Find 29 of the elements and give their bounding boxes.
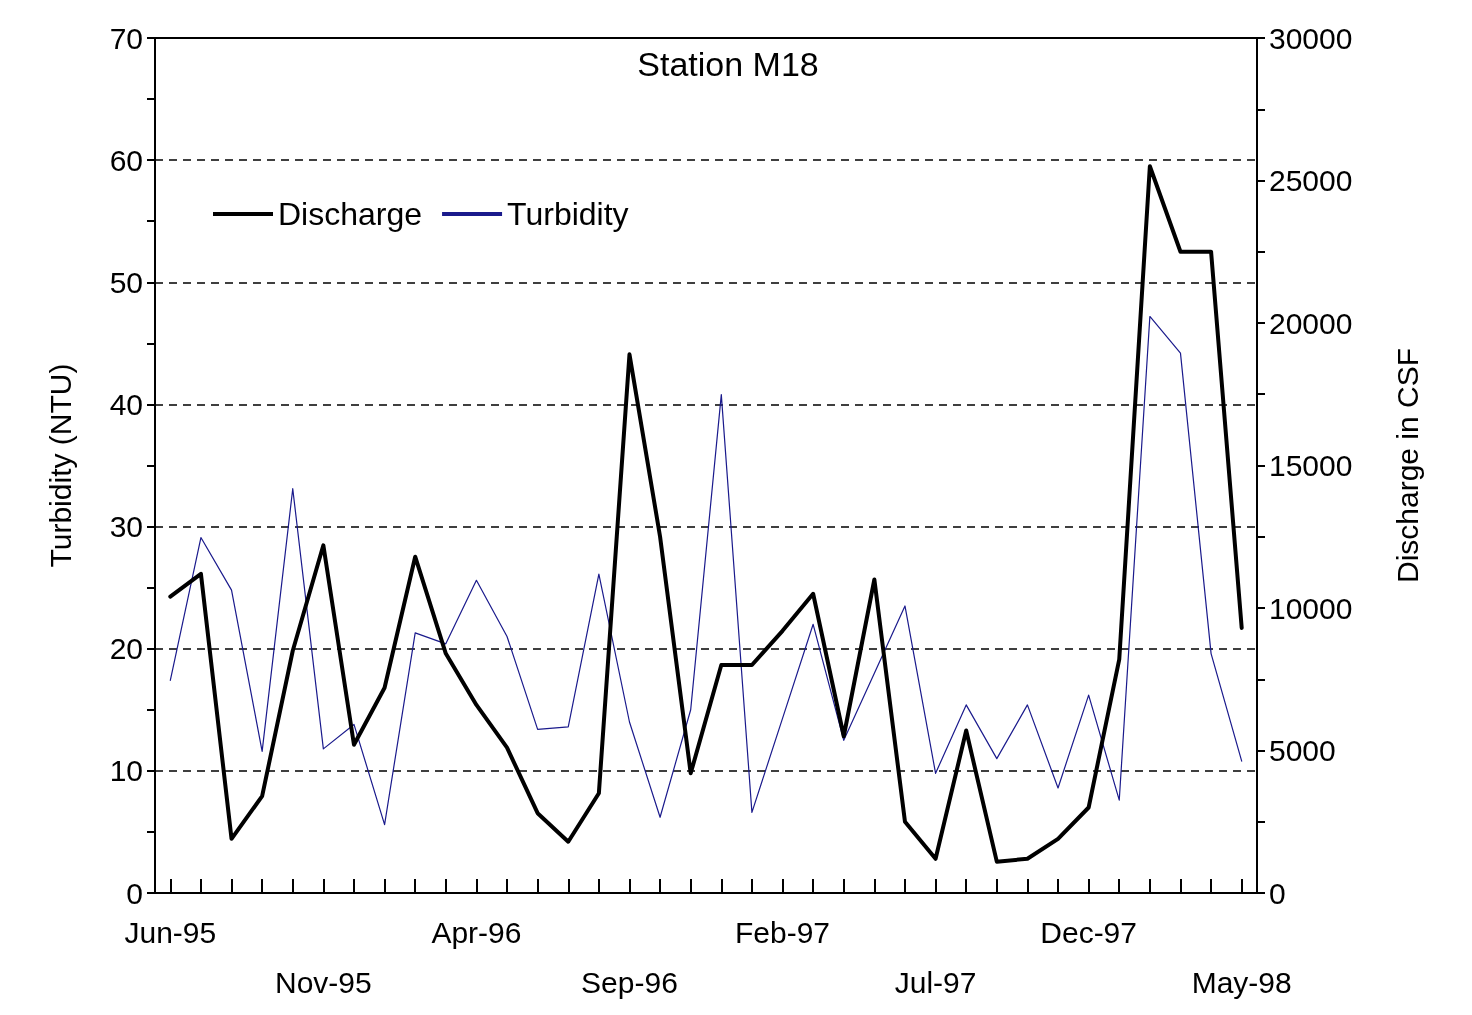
y2-tick-label: 0 [1269,876,1286,910]
chart-title: Station M18 [637,45,819,83]
legend-label: Turbidity [507,196,629,232]
y-tick-label: 60 [109,143,143,177]
y-tick-label: 10 [109,754,143,788]
y2-tick-label: 25000 [1269,164,1353,197]
y2-tick-label: 20000 [1269,306,1353,340]
y-axis-title: Turbidity (NTU) [43,363,77,568]
y-tick-label: 40 [109,387,143,421]
y2-tick-label: 10000 [1269,591,1353,625]
x-tick-label: Jul-97 [894,965,977,999]
y2-tick-label: 5000 [1269,734,1336,767]
y-tick-label: 0 [126,876,143,910]
x-tick-label: Apr-96 [431,915,522,949]
x-tick-label: Feb-97 [735,915,831,949]
x-tick-label: Dec-97 [1040,915,1137,949]
y2-tick-label: 15000 [1269,449,1353,482]
line-series [169,315,1243,826]
legend-label: Discharge [278,196,423,232]
y-tick-label: 50 [109,265,143,299]
x-tick-label: Sep-96 [581,965,678,999]
y-tick-label: 30 [109,510,143,544]
x-tick-label: May-98 [1191,965,1292,999]
y-tick-label: 70 [109,21,143,55]
y2-axis-title: Discharge in CSF [1390,347,1424,584]
y-tick-label: 20 [109,632,143,666]
y2-tick-label: 30000 [1269,21,1353,55]
x-tick-label: Jun-95 [124,915,217,949]
x-tick-label: Nov-95 [275,965,372,999]
